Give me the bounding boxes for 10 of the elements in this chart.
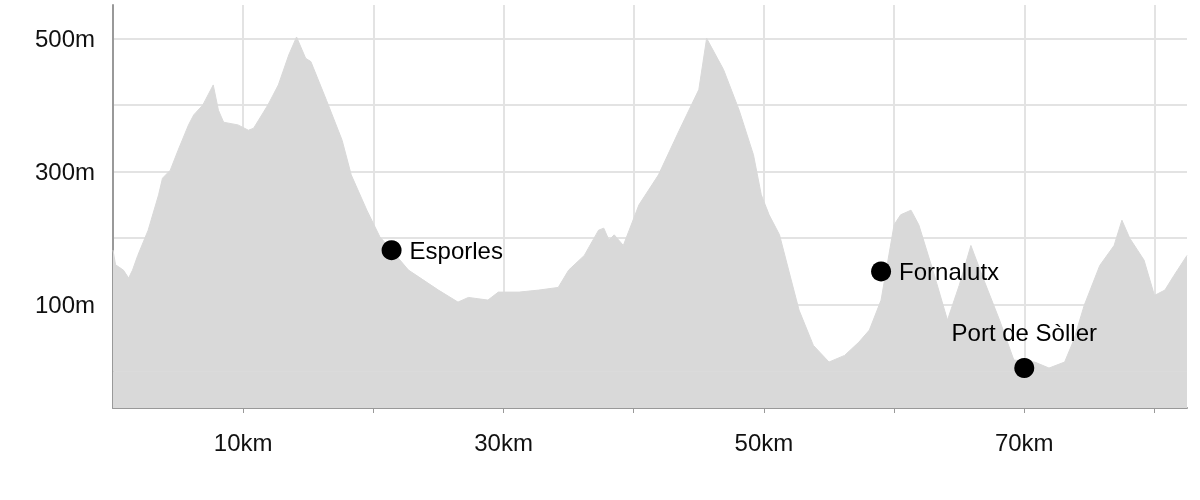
- annotation: Fornalutx: [899, 257, 1000, 285]
- annotation: Esporles: [409, 236, 503, 264]
- y-tick-label: 100m: [34, 291, 95, 319]
- y-tick-label: 500m: [34, 24, 95, 52]
- x-tick-label: 30km: [474, 428, 533, 456]
- annotation: Port de Sòller: [951, 318, 1097, 346]
- x-tick-label: 70km: [994, 428, 1054, 456]
- x-tick-label: 50km: [734, 428, 794, 456]
- y-tick-label: 300m: [34, 158, 95, 186]
- x-tick-label: 10km: [213, 428, 273, 456]
